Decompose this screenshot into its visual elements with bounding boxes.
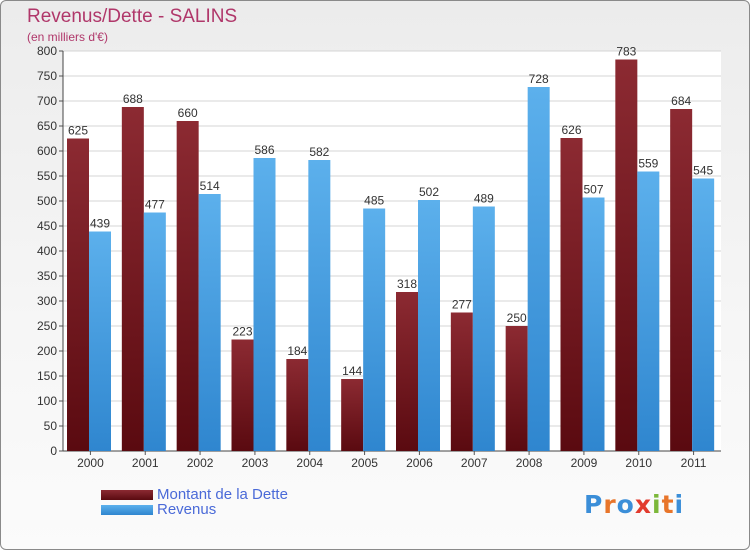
bar-revenus-2001 <box>143 212 166 451</box>
y-tick-label: 200 <box>37 344 57 358</box>
proxiti-logo: Proxiti <box>584 490 684 519</box>
data-label-revenus-2004: 582 <box>309 145 329 159</box>
data-label-revenus-2003: 586 <box>254 143 274 157</box>
y-tick-label: 550 <box>37 169 57 183</box>
data-label-dette-2003: 223 <box>232 325 252 339</box>
x-tick-label: 2006 <box>406 456 433 470</box>
x-tick-label: 2001 <box>132 456 159 470</box>
y-tick-label: 500 <box>37 194 57 208</box>
logo-letter: i <box>674 490 685 519</box>
data-label-dette-2000: 625 <box>68 124 88 138</box>
x-tick-label: 2007 <box>461 456 488 470</box>
y-tick-label: 400 <box>37 244 57 258</box>
data-label-revenus-2009: 507 <box>583 183 603 197</box>
data-label-revenus-2008: 728 <box>529 72 549 86</box>
bar-dette-2005 <box>341 379 364 451</box>
chart-subtitle: (en milliers d'€) <box>27 30 108 44</box>
x-tick-label: 2010 <box>625 456 652 470</box>
x-tick-label: 2005 <box>351 456 378 470</box>
bar-dette-2011 <box>670 109 693 451</box>
y-tick-label: 700 <box>37 94 57 108</box>
x-tick-label: 2008 <box>516 456 543 470</box>
bar-revenus-2003 <box>253 158 276 451</box>
bar-dette-2002 <box>176 121 199 451</box>
y-tick-label: 600 <box>37 144 57 158</box>
bar-revenus-2006 <box>418 200 440 451</box>
y-tick-label: 750 <box>37 69 57 83</box>
y-tick-label: 100 <box>37 394 57 408</box>
data-label-revenus-2002: 514 <box>200 179 220 193</box>
logo-letter: o <box>616 490 635 519</box>
bar-revenus-2008 <box>527 87 550 451</box>
bar-revenus-2002 <box>198 194 221 451</box>
bar-dette-2003 <box>231 339 254 451</box>
y-tick-label: 300 <box>37 294 57 308</box>
x-tick-label: 2003 <box>242 456 269 470</box>
bar-revenus-2009 <box>582 197 605 451</box>
data-label-revenus-2000: 439 <box>90 217 110 231</box>
x-tick-label: 2011 <box>681 456 707 470</box>
y-tick-label: 450 <box>37 219 57 233</box>
bar-dette-2009 <box>560 138 583 451</box>
data-label-dette-2004: 184 <box>287 344 307 358</box>
logo-letter: t <box>661 490 675 519</box>
bar-dette-2007 <box>450 312 473 451</box>
y-tick-label: 50 <box>44 419 58 433</box>
data-label-revenus-2006: 502 <box>419 185 439 199</box>
legend-swatch-dette <box>101 490 153 500</box>
bar-revenus-2000 <box>89 231 111 451</box>
x-tick-label: 2000 <box>77 456 104 470</box>
x-tick-label: 2004 <box>296 456 323 470</box>
data-label-dette-2002: 660 <box>178 106 198 120</box>
y-tick-label: 350 <box>37 269 57 283</box>
data-label-revenus-2001: 477 <box>145 198 165 212</box>
bar-dette-2004 <box>286 359 309 451</box>
data-label-dette-2009: 626 <box>561 123 581 137</box>
bar-dette-2000 <box>67 138 89 451</box>
y-tick-label: 800 <box>37 44 57 58</box>
bar-revenus-2004 <box>308 160 331 451</box>
bar-dette-2006 <box>396 292 418 451</box>
data-label-dette-2005: 144 <box>342 364 362 378</box>
bar-revenus-2005 <box>363 208 386 451</box>
logo-letter: x <box>634 490 652 519</box>
data-label-dette-2008: 250 <box>507 311 527 325</box>
x-tick-label: 2009 <box>571 456 598 470</box>
logo-letter: P <box>584 490 604 519</box>
data-label-revenus-2005: 485 <box>364 194 384 208</box>
bar-dette-2001 <box>121 107 144 451</box>
logo-letter: r <box>603 490 617 519</box>
data-label-revenus-2011: 545 <box>693 164 713 178</box>
data-label-revenus-2010: 559 <box>638 157 658 171</box>
data-label-dette-2010: 783 <box>616 45 636 59</box>
y-tick-label: 150 <box>37 369 57 383</box>
y-tick-label: 0 <box>50 444 57 458</box>
data-label-dette-2006: 318 <box>397 277 417 291</box>
bar-dette-2008 <box>505 326 528 451</box>
legend-label-dette: Montant de la Dette <box>157 486 288 503</box>
bar-revenus-2010 <box>637 171 660 451</box>
bar-dette-2010 <box>615 59 638 451</box>
logo-letter: i <box>652 490 662 519</box>
data-label-dette-2001: 688 <box>123 92 143 106</box>
bar-revenus-2007 <box>472 206 495 451</box>
legend-swatch-revenus <box>101 505 153 515</box>
y-tick-label: 250 <box>37 319 57 333</box>
bar-revenus-2011 <box>692 178 715 451</box>
data-label-dette-2011: 684 <box>671 94 691 108</box>
legend-label-revenus: Revenus <box>157 501 217 518</box>
data-label-revenus-2007: 489 <box>474 192 494 206</box>
chart-title: Revenus/Dette - SALINS <box>27 6 238 27</box>
x-tick-label: 2002 <box>187 456 214 470</box>
data-label-dette-2007: 277 <box>452 298 472 312</box>
y-tick-label: 650 <box>37 119 57 133</box>
